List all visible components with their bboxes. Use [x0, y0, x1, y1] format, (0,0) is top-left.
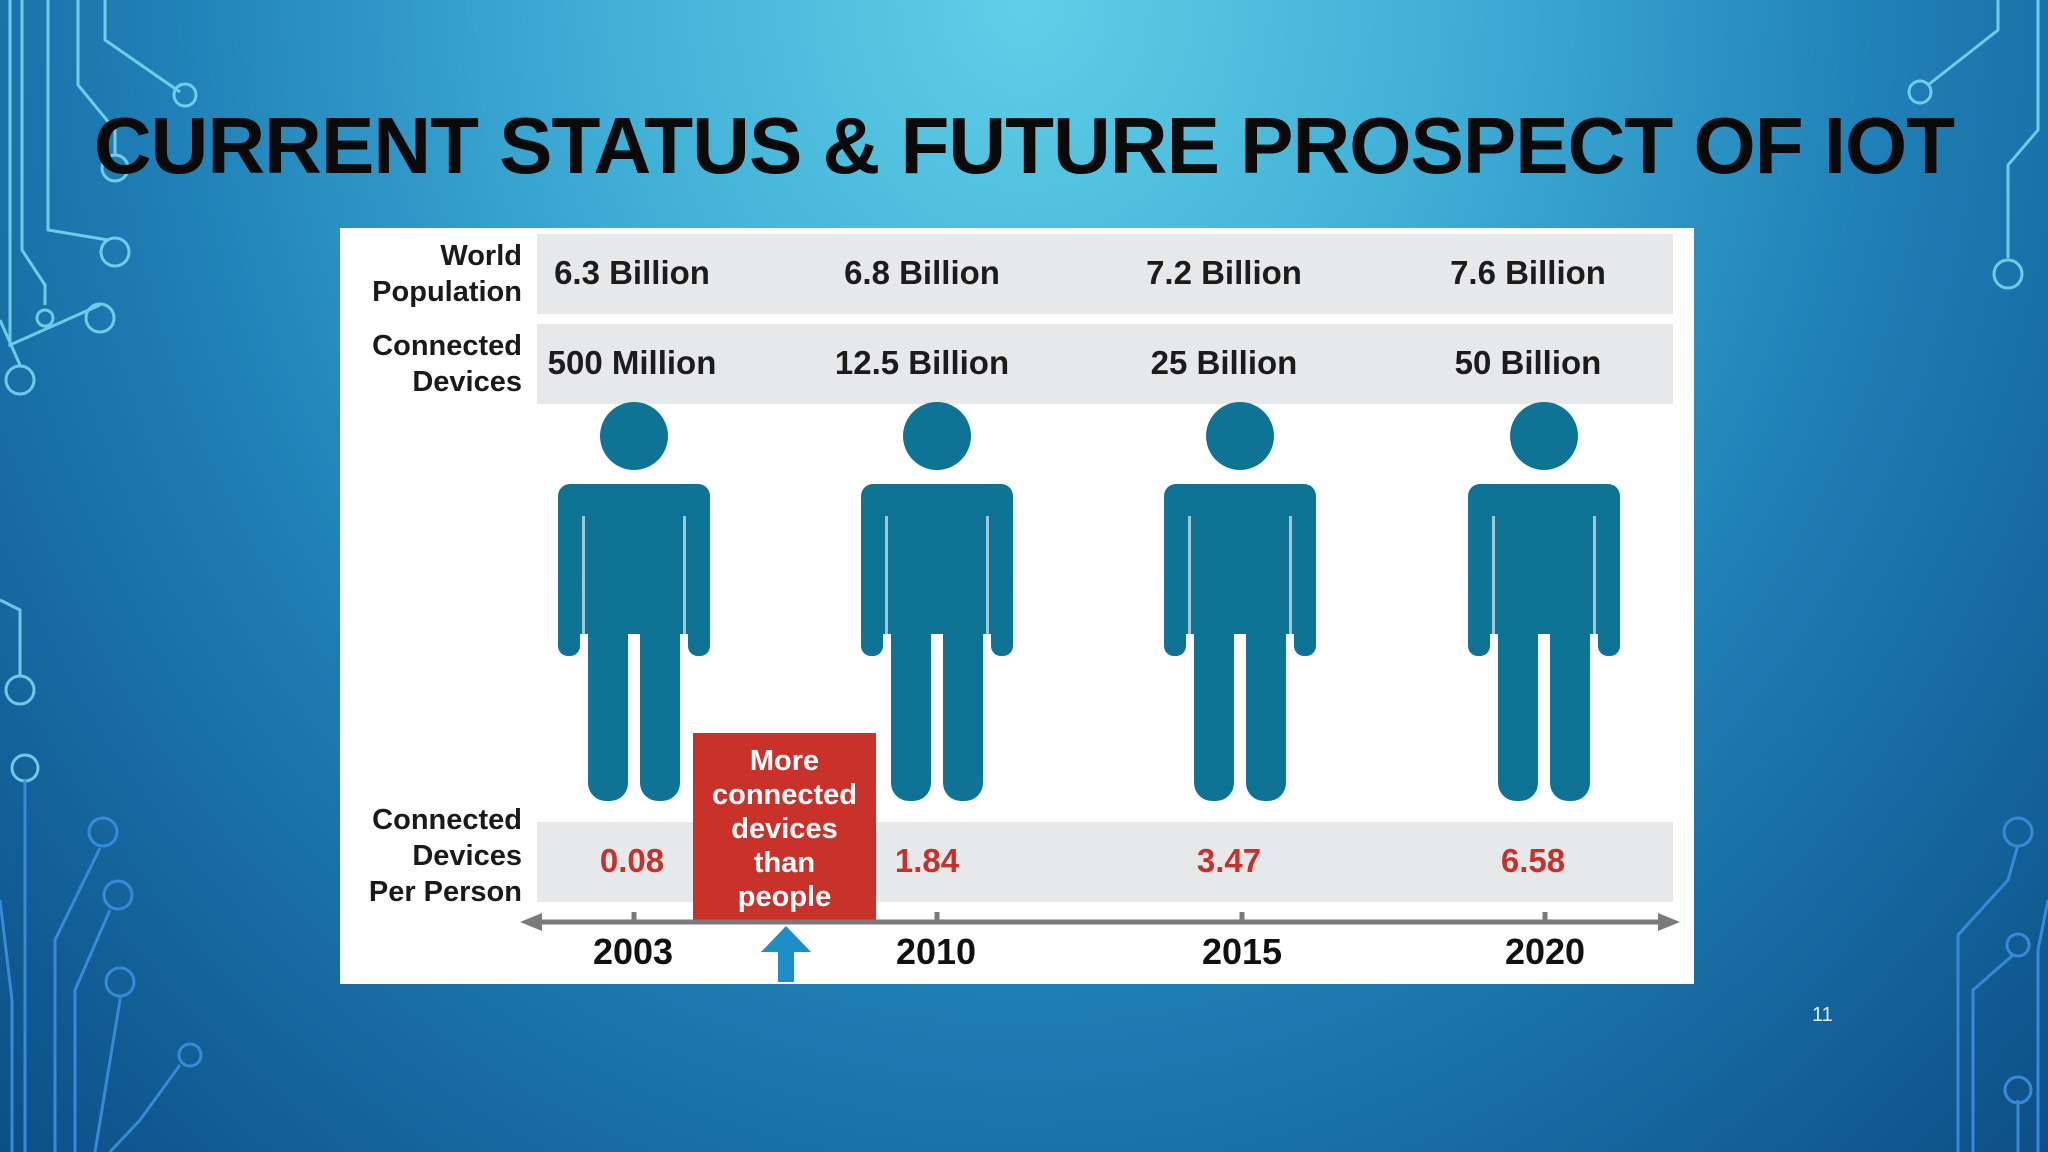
up-arrow-icon [761, 926, 811, 982]
person-icon [1164, 402, 1316, 801]
population-2010: 6.8 Billion [844, 254, 1000, 291]
year-2015: 2015 [1201, 931, 1283, 972]
ratio-2003: 0.08 [599, 842, 665, 879]
more-devices-than-people-callout: More connected devices than people [693, 733, 876, 920]
population-2015: 7.2 Billion [1146, 254, 1302, 291]
year-2020: 2020 [1504, 931, 1586, 972]
devices-2003: 500 Million [547, 344, 717, 381]
row-label-world-population: World Population [372, 240, 522, 308]
population-2003: 6.3 Billion [554, 254, 710, 291]
circuit-decoration-left [0, 0, 203, 1152]
ratio-2015: 3.47 [1196, 842, 1262, 879]
population-band [537, 234, 1673, 314]
row-label-connected-devices: Connected Devices [372, 330, 522, 398]
iot-infographic: World Population Connected Devices Conne… [340, 228, 1694, 984]
ratio-2020: 6.58 [1500, 842, 1566, 879]
slide-number: 11 [1812, 1004, 1833, 1026]
devices-band [537, 324, 1673, 404]
timeline-axis [520, 912, 1680, 931]
devices-2020: 50 Billion [1454, 344, 1602, 381]
circuit-decoration-right [1907, 0, 2048, 1152]
devices-2015: 25 Billion [1150, 344, 1298, 381]
population-2020: 7.6 Billion [1450, 254, 1606, 291]
ratio-2010: 1.84 [894, 842, 960, 879]
devices-2010: 12.5 Billion [834, 344, 1010, 381]
person-icon [1468, 402, 1620, 801]
person-icon [861, 402, 1013, 801]
year-2010: 2010 [895, 931, 977, 972]
person-icon [558, 402, 710, 801]
row-label-devices-per-person: Connected Devices Per Person [368, 804, 522, 908]
year-2003: 2003 [592, 931, 674, 972]
slide-title: CURRENT STATUS & FUTURE PROSPECT OF IOT [93, 101, 1955, 190]
